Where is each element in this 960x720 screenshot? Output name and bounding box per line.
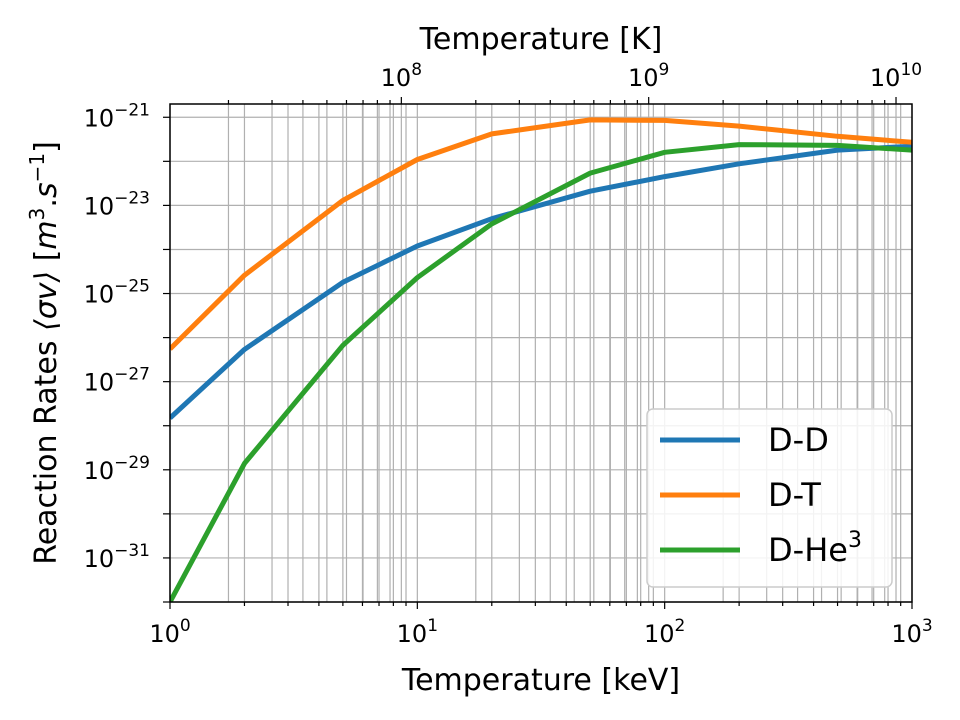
top-x-tick-label: 109 bbox=[628, 60, 669, 92]
legend-label: D-D bbox=[768, 421, 829, 459]
x-tick-label: 101 bbox=[397, 616, 438, 648]
series-lines bbox=[170, 117, 912, 602]
legend-label: D-T bbox=[768, 476, 821, 514]
legend-frame bbox=[646, 408, 893, 588]
top-x-tick-label: 108 bbox=[381, 60, 422, 92]
y-tick-label: 10−21 bbox=[84, 100, 150, 132]
x-tick-label: 102 bbox=[644, 616, 685, 648]
x-tick-label: 103 bbox=[891, 616, 932, 648]
top-x-axis-label: Temperature [K] bbox=[419, 22, 663, 57]
tick-labels: 100 101 102 103 108 109 1010 10−21 10−23 10−25 10−… bbox=[84, 60, 933, 648]
y-axis-label: Reaction Rates ⟨σv⟩ [m3.s−1] bbox=[25, 141, 64, 565]
x-tick-label: 100 bbox=[149, 616, 190, 648]
series-line-d-d bbox=[170, 143, 912, 420]
y-tick-label: 10−23 bbox=[84, 188, 150, 220]
axis-ticks bbox=[163, 97, 913, 609]
y-tick-label: 10−25 bbox=[84, 277, 150, 309]
y-tick-label: 10−31 bbox=[84, 541, 150, 573]
top-x-tick-label: 1010 bbox=[870, 60, 922, 92]
y-tick-label: 10−27 bbox=[84, 365, 150, 397]
plot-area-frame bbox=[169, 103, 913, 603]
series-line-d-he bbox=[170, 142, 912, 602]
x-axis-label: Temperature [keV] bbox=[401, 663, 680, 698]
y-tick-label: 10−29 bbox=[84, 453, 150, 485]
legend: D-D D-T D-He3 bbox=[646, 408, 893, 588]
legend-label: D-He3 bbox=[768, 528, 862, 569]
series-line-d-t bbox=[170, 117, 912, 351]
